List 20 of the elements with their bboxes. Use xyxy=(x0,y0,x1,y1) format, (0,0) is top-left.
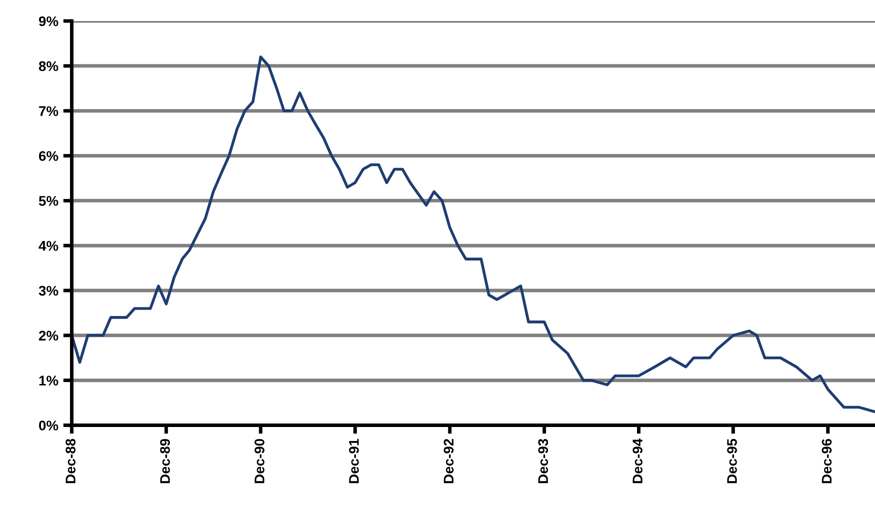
line-series xyxy=(72,56,875,414)
x-tick-label: Dec-94 xyxy=(632,438,642,484)
y-tick-label: 8% xyxy=(38,61,58,72)
y-tick-label: 0% xyxy=(39,420,58,430)
x-tick-label: Dec-93 xyxy=(538,438,548,484)
y-tick-label: 1% xyxy=(39,376,58,386)
x-tick-label: Dec-96 xyxy=(822,438,832,484)
x-tick-label: Dec-91 xyxy=(349,438,359,484)
x-tick-label: Dec-89 xyxy=(160,438,170,484)
x-tick-label: Dec-95 xyxy=(727,438,737,484)
x-tick-label: Dec-88 xyxy=(66,438,76,484)
y-tick-label: 7% xyxy=(39,106,58,116)
x-tick-label: Dec-90 xyxy=(254,439,264,484)
y-tick-label: 3% xyxy=(38,286,58,296)
y-tick-label: 9% xyxy=(38,16,58,26)
y-tick-label: 6% xyxy=(38,151,58,161)
x-tick-label: Dec-92 xyxy=(444,438,454,484)
y-tick-label: 4% xyxy=(38,240,58,251)
y-tick-label: 2% xyxy=(38,330,58,341)
y-tick-label: 5% xyxy=(38,196,58,206)
